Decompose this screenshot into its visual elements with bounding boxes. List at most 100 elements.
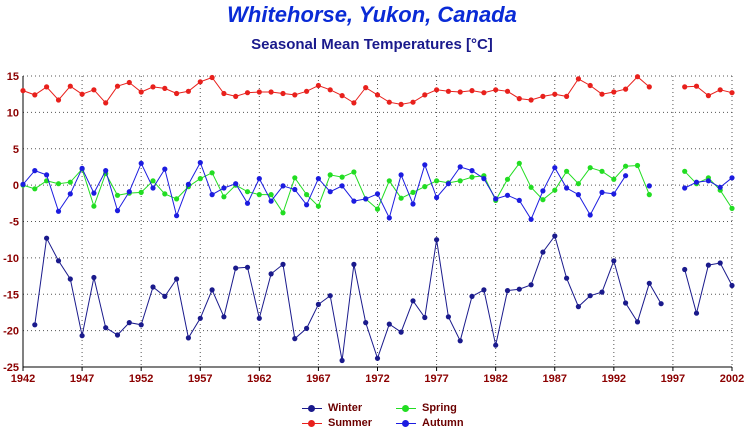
data-point-winter [528,282,534,288]
series-line-winter [684,262,733,316]
data-point-winter [174,276,180,282]
data-point-winter [292,336,298,342]
data-point-spring [575,181,582,187]
data-point-autumn [516,197,522,203]
data-point-autumn [599,189,605,195]
data-point-autumn [185,181,191,187]
data-point-summer [67,83,73,89]
y-tick-label: 10 [7,107,19,119]
data-point-winter [575,304,582,310]
y-tick-label: -25 [3,362,19,374]
data-point-autumn [55,208,62,214]
data-point-autumn [292,186,298,193]
series-line-autumn [22,161,627,221]
data-point-spring [280,210,286,216]
data-point-winter [304,325,310,331]
data-point-summer [244,90,251,96]
data-point-summer [646,84,652,90]
data-point-summer [315,82,321,89]
data-point-autumn [280,183,286,189]
data-point-spring [304,192,310,198]
data-point-winter [587,293,593,299]
data-point-winter [67,276,73,282]
data-point-spring [268,192,274,198]
legend-swatch-dot [402,420,409,427]
data-point-autumn [351,198,357,204]
data-point-spring [729,205,735,211]
data-point-summer [516,96,522,102]
data-point-spring [55,181,62,187]
data-point-winter [599,289,605,295]
data-point-spring [504,176,511,182]
data-point-autumn [575,192,582,198]
data-point-spring [327,172,333,178]
data-point-spring [91,203,97,209]
data-point-spring [434,178,440,184]
legend-swatch-dot [308,405,315,412]
data-point-summer [611,89,617,95]
data-point-winter [209,287,215,293]
data-point-autumn [221,185,227,191]
x-tick-label: 1952 [129,373,153,385]
data-point-summer [398,101,404,107]
x-tick-label: 1947 [70,373,94,385]
data-point-autumn [244,200,251,206]
data-point-autumn [481,176,487,182]
data-point-autumn [44,172,50,178]
x-tick-label: 1982 [483,373,507,385]
data-point-summer [717,87,723,93]
data-point-summer [528,97,534,103]
data-point-summer [363,85,369,91]
data-point-spring [410,189,416,195]
data-point-summer [693,83,700,89]
data-point-spring [209,170,215,176]
data-point-summer [185,88,191,94]
data-point-autumn [564,185,570,191]
data-point-summer [540,93,546,99]
data-point-summer [374,92,381,98]
data-point-autumn [434,194,440,201]
data-point-winter [185,335,191,341]
data-point-summer [174,90,180,97]
data-point-summer [564,93,570,99]
chart-subtitle: Seasonal Mean Temperatures [°C] [251,36,493,53]
y-tick-label: 5 [13,144,19,156]
data-point-autumn [374,191,381,197]
data-point-autumn [339,183,345,189]
x-tick-label: 2002 [720,373,744,385]
data-point-autumn [457,164,463,170]
data-point-summer [150,84,156,90]
data-point-spring [457,178,463,184]
data-point-winter [646,280,652,286]
data-point-autumn [103,168,109,174]
data-point-winter [363,320,369,326]
data-point-summer [587,82,593,89]
x-tick-label: 1972 [365,373,389,385]
data-point-autumn [611,191,617,197]
legend-label-autumn: Autumn [422,417,464,429]
x-tick-label: 1977 [424,373,448,385]
data-point-autumn [682,185,688,191]
data-point-autumn [20,181,26,187]
data-point-summer [79,91,85,97]
data-point-autumn [705,178,712,184]
data-point-spring [386,178,392,184]
data-point-summer [55,97,62,103]
series-line-summer [22,76,650,105]
data-point-autumn [304,202,310,208]
data-point-summer [138,89,144,95]
data-point-summer [268,89,274,95]
data-point-summer [221,90,227,97]
data-point-winter [386,321,392,327]
data-point-winter [682,266,688,273]
legend-label-spring: Spring [422,402,457,414]
data-point-winter [221,314,227,320]
data-point-autumn [126,189,132,195]
data-point-autumn [209,192,215,198]
data-point-winter [315,301,321,307]
data-point-winter [693,310,700,316]
data-point-spring [682,168,688,174]
data-point-autumn [469,168,475,174]
data-point-winter [280,261,286,267]
data-point-summer [292,92,298,98]
